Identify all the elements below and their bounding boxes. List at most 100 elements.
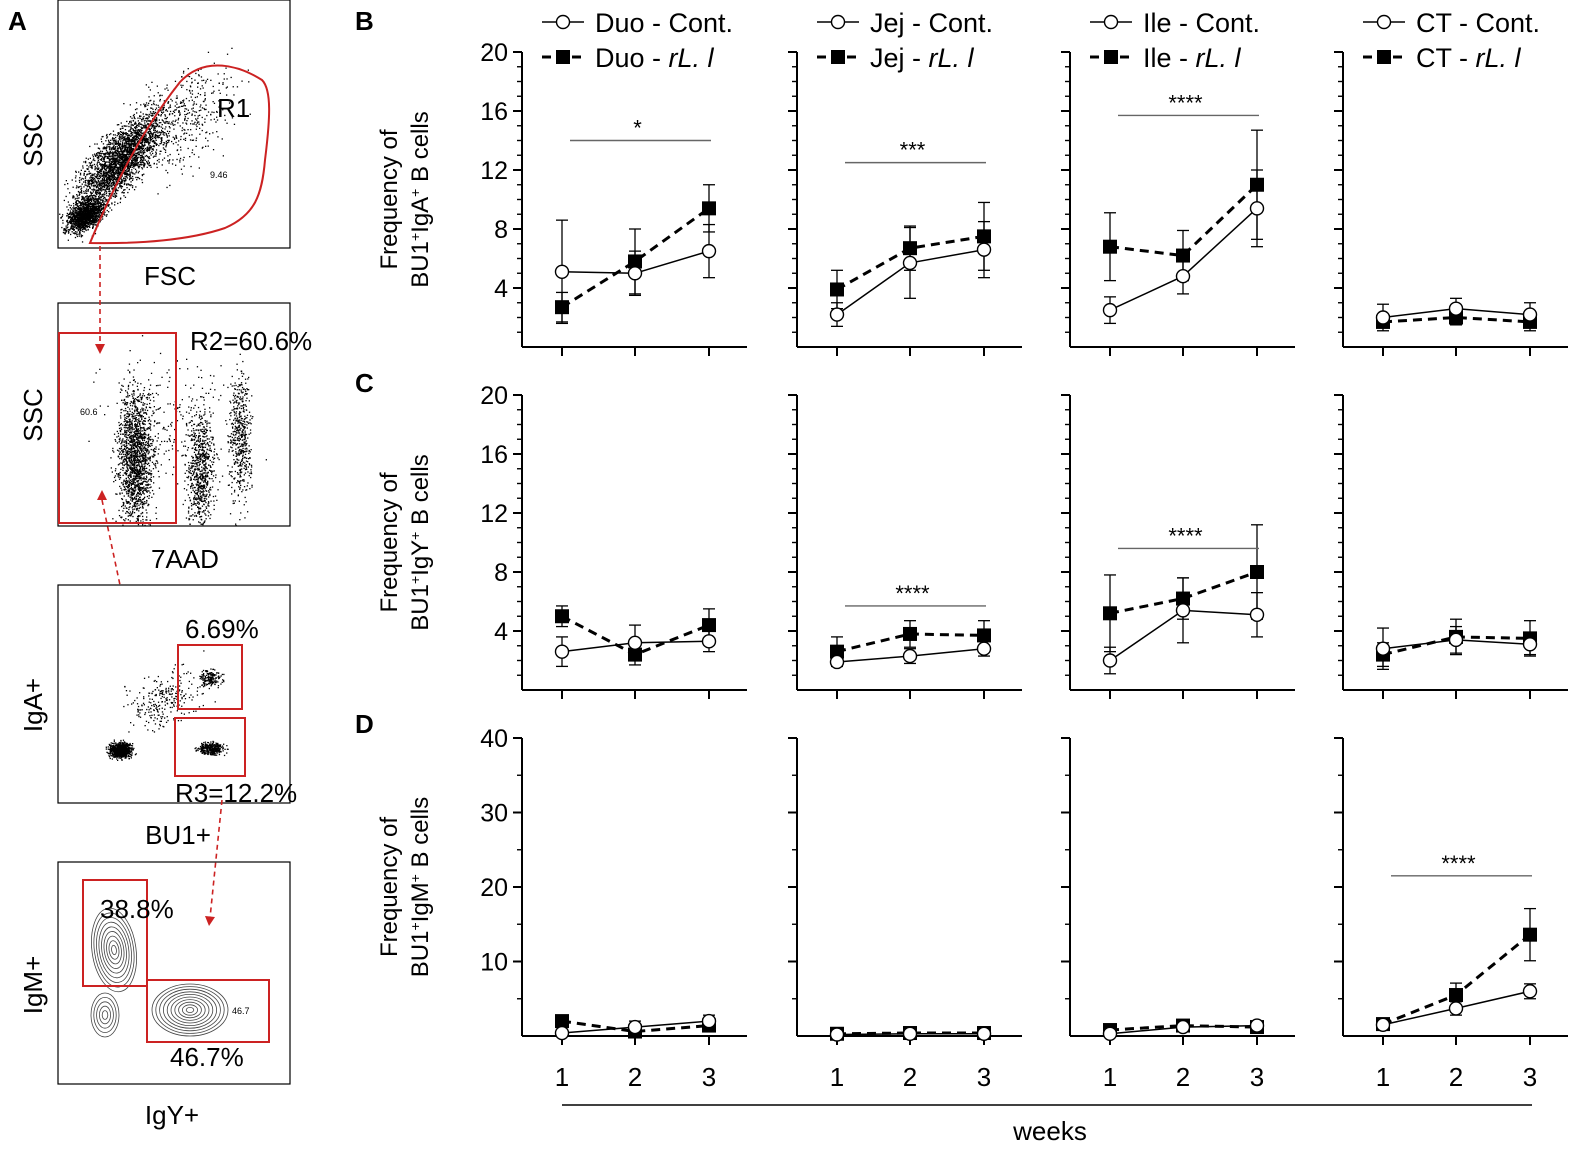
event-dot bbox=[97, 199, 99, 201]
event-dot bbox=[108, 192, 110, 195]
event-dot bbox=[148, 148, 150, 150]
event-dot bbox=[116, 162, 118, 164]
event-dot bbox=[233, 94, 235, 96]
event-dot bbox=[103, 153, 105, 155]
event-dot bbox=[108, 143, 110, 146]
event-dot bbox=[181, 129, 183, 132]
event-dot bbox=[140, 462, 143, 464]
event-dot bbox=[114, 171, 117, 173]
event-dot bbox=[97, 198, 99, 200]
event-dot bbox=[154, 134, 156, 136]
event-dot bbox=[93, 186, 95, 188]
event-dot bbox=[123, 472, 126, 474]
event-dot bbox=[79, 174, 82, 176]
event-dot bbox=[83, 203, 85, 205]
event-dot bbox=[109, 181, 111, 183]
event-dot bbox=[187, 68, 189, 70]
event-dot bbox=[101, 207, 103, 209]
event-dot bbox=[88, 225, 90, 228]
event-dot bbox=[111, 154, 114, 156]
event-dot bbox=[140, 151, 142, 153]
event-dot bbox=[149, 157, 151, 159]
event-dot bbox=[129, 121, 131, 123]
event-dot bbox=[87, 212, 89, 214]
event-dot bbox=[118, 137, 120, 139]
event-dot bbox=[148, 113, 150, 116]
event-dot bbox=[62, 219, 64, 222]
event-dot bbox=[84, 199, 86, 201]
event-dot bbox=[90, 179, 92, 181]
event-dot bbox=[134, 145, 136, 147]
event-dot bbox=[200, 76, 203, 78]
event-dot bbox=[105, 150, 108, 152]
event-dot bbox=[107, 139, 110, 141]
event-dot bbox=[126, 413, 128, 415]
event-dot bbox=[140, 156, 143, 158]
event-dot bbox=[126, 138, 128, 140]
event-dot bbox=[76, 195, 79, 197]
event-dot bbox=[81, 183, 83, 185]
event-dot bbox=[103, 213, 105, 215]
event-dot bbox=[166, 110, 169, 112]
event-dot bbox=[155, 134, 157, 136]
event-dot bbox=[155, 107, 158, 109]
event-dot bbox=[92, 197, 94, 199]
event-dot bbox=[86, 186, 88, 188]
event-dot bbox=[107, 180, 109, 183]
event-dot bbox=[86, 203, 88, 205]
event-dot bbox=[127, 464, 129, 466]
event-dot bbox=[143, 145, 145, 148]
event-dot bbox=[92, 180, 94, 182]
event-dot bbox=[129, 460, 131, 462]
event-dot bbox=[141, 147, 143, 149]
event-dot bbox=[231, 114, 233, 116]
event-dot bbox=[65, 225, 67, 227]
event-dot bbox=[61, 215, 63, 218]
event-dot bbox=[155, 131, 157, 133]
event-dot bbox=[79, 212, 81, 214]
event-dot bbox=[106, 187, 108, 190]
event-dot bbox=[153, 162, 155, 165]
event-dot bbox=[127, 490, 129, 493]
event-dot bbox=[204, 99, 206, 101]
event-dot bbox=[150, 420, 152, 422]
event-dot bbox=[126, 158, 128, 161]
event-dot bbox=[128, 168, 130, 170]
event-dot bbox=[123, 159, 126, 161]
event-dot bbox=[165, 142, 168, 144]
event-dot bbox=[87, 216, 89, 218]
event-dot bbox=[146, 413, 148, 415]
event-dot bbox=[110, 175, 112, 177]
event-dot bbox=[102, 218, 104, 220]
event-dot bbox=[113, 165, 115, 168]
event-dot bbox=[138, 154, 140, 156]
event-dot bbox=[85, 219, 87, 221]
event-dot bbox=[104, 167, 106, 170]
event-dot bbox=[111, 164, 113, 166]
event-dot bbox=[111, 161, 113, 163]
event-dot bbox=[75, 219, 77, 221]
event-dot bbox=[87, 218, 89, 221]
event-dot bbox=[143, 158, 145, 160]
event-dot bbox=[97, 204, 99, 206]
event-dot bbox=[217, 136, 219, 138]
event-dot bbox=[122, 181, 124, 183]
event-dot bbox=[138, 153, 140, 156]
event-dot bbox=[121, 168, 124, 171]
event-dot bbox=[144, 106, 146, 108]
event-dot bbox=[124, 150, 126, 152]
event-dot bbox=[106, 179, 108, 182]
event-dot bbox=[121, 152, 124, 154]
event-dot bbox=[78, 222, 80, 224]
event-dot bbox=[130, 144, 133, 146]
event-dot bbox=[132, 158, 134, 160]
event-dot bbox=[141, 502, 143, 504]
event-dot bbox=[121, 168, 123, 170]
event-dot bbox=[126, 472, 128, 475]
event-dot bbox=[88, 183, 90, 186]
event-dot bbox=[69, 228, 71, 231]
event-dot bbox=[135, 455, 137, 457]
event-dot bbox=[136, 163, 138, 165]
event-dot bbox=[132, 515, 134, 518]
event-dot bbox=[130, 132, 133, 134]
